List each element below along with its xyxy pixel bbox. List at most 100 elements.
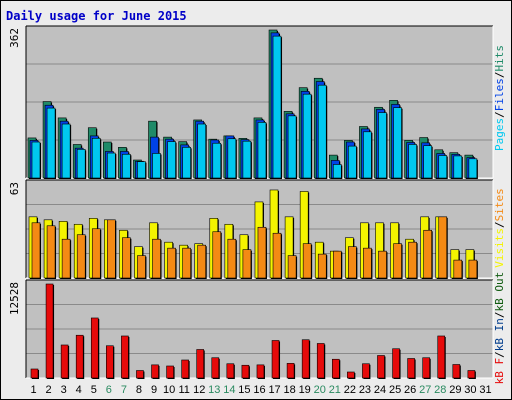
legend-files: Files: [493, 78, 506, 111]
x-tick-label: 15: [238, 384, 250, 396]
bar-pages: [31, 141, 41, 179]
bar-sites: [137, 255, 146, 279]
bar-sites: [287, 255, 297, 279]
bar-sites: [317, 253, 327, 279]
x-tick-label: 4: [76, 384, 82, 396]
legend-separator: /: [493, 111, 506, 118]
x-tick-label: 18: [284, 384, 296, 396]
chart-title: Daily usage for June 2015: [6, 9, 187, 23]
bar-sites: [257, 226, 267, 279]
legend-kb-out: kB Out: [493, 272, 506, 312]
x-tick-label: 8: [136, 384, 142, 396]
bar-pages: [46, 107, 56, 179]
bar-pages: [227, 138, 237, 179]
y-max-label: 63: [8, 182, 21, 195]
x-tick-label: 19: [299, 384, 311, 396]
bar-sites: [61, 238, 71, 279]
x-tick-label: 24: [374, 384, 386, 396]
bar-kb-f: [166, 365, 174, 379]
x-tick-label: 7: [121, 384, 127, 396]
bar-kb-f: [422, 357, 430, 379]
bar-pages: [212, 142, 222, 179]
legend-sites: Sites: [493, 188, 506, 221]
bar-pages: [332, 164, 342, 179]
legend-kb-in: kB In: [493, 318, 506, 351]
bar-sites: [167, 247, 176, 279]
bar-pages: [468, 158, 478, 179]
bar-kb-f: [106, 345, 114, 379]
bar-pages: [242, 140, 252, 179]
legend-pages: Pages: [493, 118, 506, 151]
x-tick-label: 26: [404, 384, 416, 396]
bar-sites: [91, 228, 101, 279]
legend-separator: /: [493, 72, 506, 79]
bar-sites: [393, 243, 402, 279]
x-tick-label: 11: [178, 384, 189, 396]
bar-kb-f: [256, 364, 265, 379]
x-tick-label: 12: [193, 384, 205, 396]
bar-kb-f: [467, 370, 476, 379]
legend-hits: Hits: [493, 45, 506, 72]
bar-pages: [363, 131, 372, 179]
x-tick-label: 17: [268, 384, 280, 396]
bar-pages: [272, 35, 282, 179]
bar-kb-f: [271, 340, 280, 379]
bar-pages: [408, 144, 417, 179]
legend-separator: /: [493, 351, 506, 358]
legend-middle: Visits/Sites: [493, 188, 506, 268]
bar-sites: [332, 250, 342, 279]
x-tick-label: 22: [344, 384, 356, 396]
bar-pages: [302, 93, 312, 179]
bar-kb-f: [60, 344, 69, 379]
bar-kb-f: [437, 335, 446, 379]
legend-visits: Visits: [493, 228, 506, 268]
bar-sites: [46, 225, 56, 279]
bar-sites: [302, 243, 312, 279]
legend-bottom: kB F/kB In/kB Out: [493, 272, 506, 385]
bar-sites: [122, 237, 131, 279]
bar-sites: [197, 244, 207, 279]
bar-sites: [107, 219, 116, 279]
x-tick-label: 6: [106, 384, 112, 396]
bar-kb-f: [90, 317, 99, 379]
bar-kb-f: [226, 363, 235, 379]
bar-sites: [152, 238, 161, 279]
bar-kb-f: [331, 358, 340, 379]
x-tick-label: 23: [359, 384, 371, 396]
x-tick-label: 27: [419, 384, 431, 396]
legend-separator: /: [493, 311, 506, 318]
bar-sites: [272, 232, 282, 279]
x-tick-label: 3: [61, 384, 67, 396]
bar-pages: [182, 147, 191, 179]
bar-sites: [468, 259, 478, 279]
bar-sites: [212, 231, 222, 279]
x-tick-label: 9: [151, 384, 157, 396]
y-max-label: 362: [8, 28, 21, 48]
bar-kb-f: [452, 364, 461, 379]
bar-kb-f: [392, 348, 400, 379]
bar-pages: [167, 141, 176, 179]
x-tick-label: 20: [314, 384, 326, 396]
bar-kb-f: [286, 363, 295, 379]
bar-kb-f: [377, 355, 385, 379]
bar-pages: [438, 155, 448, 179]
bar-pages: [137, 161, 146, 179]
bar-sites: [408, 241, 417, 279]
bar-pages: [197, 123, 207, 179]
x-tick-label: 1: [30, 384, 36, 396]
bar-pages: [317, 84, 327, 179]
bar-kb-f: [407, 358, 415, 379]
bar-sites: [363, 247, 372, 279]
bar-pages: [423, 145, 432, 179]
x-tick-label: 16: [253, 384, 265, 396]
bar-sites: [31, 222, 41, 279]
bar-sites: [182, 247, 191, 279]
bar-sites: [378, 250, 387, 279]
bar-kb-f: [45, 283, 54, 379]
bar-pages: [152, 153, 161, 179]
bar-pages: [257, 122, 267, 179]
bar-kb-f: [75, 334, 84, 379]
bar-pages: [453, 155, 463, 179]
bar-pages: [76, 149, 86, 179]
